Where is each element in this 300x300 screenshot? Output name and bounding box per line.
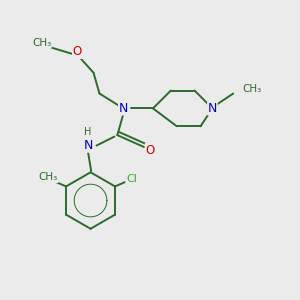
Text: O: O [73,45,82,58]
Text: Cl: Cl [126,174,137,184]
Text: N: N [208,102,217,115]
Text: CH₃: CH₃ [242,84,261,94]
Text: O: O [146,143,154,157]
Text: N: N [118,102,128,115]
Text: N: N [83,139,93,152]
Text: H: H [85,127,92,136]
Text: CH₃: CH₃ [39,172,58,182]
Text: CH₃: CH₃ [32,38,51,48]
